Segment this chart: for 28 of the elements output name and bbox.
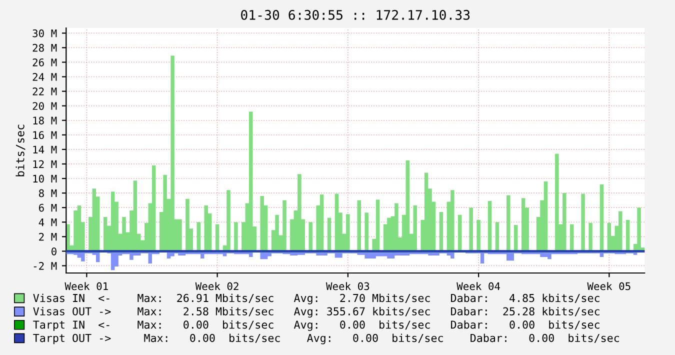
x-tick-label: Week 04	[456, 282, 500, 290]
y-tick-label: 26 M	[32, 58, 57, 66]
y-tick-label: 22 M	[32, 88, 57, 96]
y-axis-title: bits/sec	[16, 124, 26, 176]
y-tick-label: 4 M	[38, 218, 57, 226]
x-tick-label: Week 05	[587, 282, 630, 290]
y-tick-label: 8 M	[38, 189, 57, 198]
legend-label: Tarpt OUT -> Max: 0.00 bits/sec Avg: 0.00 bits/sec Dabar: 0.00 bits/sec	[33, 334, 619, 344]
x-tick-label: Week 03	[326, 282, 370, 290]
x-tick-label: Week 01	[64, 282, 108, 290]
legend-label: Visas IN <- Max: 26.91 Mbits/sec Avg: 2.70 Mbits/sec Dabar: 4.85 kbits/sec	[33, 294, 600, 304]
y-tick-label: 28 M	[32, 44, 57, 52]
y-tick-label: 20 M	[32, 102, 57, 110]
chart-title: 01-30 6:30:55 :: 172.17.10.33	[241, 10, 470, 20]
y-tick-label: 10 M	[33, 174, 57, 183]
legend-label: Visas OUT -> Max: 2.58 Mbits/sec Avg: 355.67 kbits/sec Dabar: 25.28 kbits/sec	[33, 307, 600, 318]
y-tick-label: 24 M	[32, 73, 57, 81]
y-tick-label: 0	[52, 247, 56, 256]
y-tick-label: -2 M	[34, 262, 57, 270]
y-tick-label: 18 M	[33, 116, 57, 124]
y-tick-label: 2 M	[39, 232, 57, 241]
y-tick-label: 16 M	[33, 131, 57, 140]
y-tick-label: 12 M	[33, 160, 57, 168]
y-tick-label: 30 M	[32, 29, 57, 38]
y-tick-label: 6 M	[38, 204, 57, 212]
y-tick-label: 14 M	[33, 146, 57, 154]
x-tick-label: Week 02	[195, 282, 238, 290]
legend-label: Tarpt IN <- Max: 0.00 bits/sec Avg: 0.00 bits/sec Dabar: 0.00 bits/sec	[33, 320, 600, 331]
